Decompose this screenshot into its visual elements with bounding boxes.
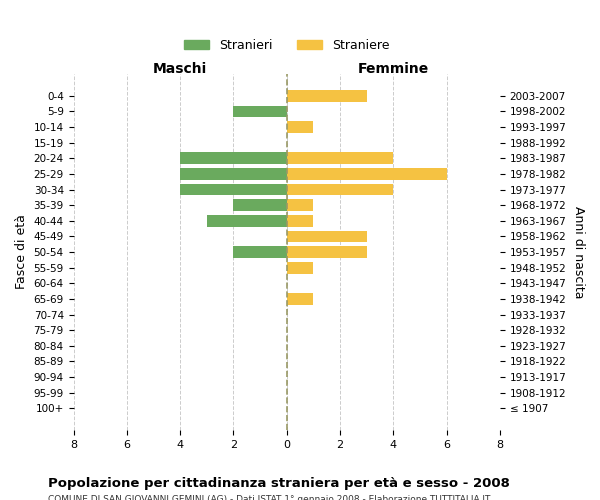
Bar bbox=[180, 184, 287, 196]
Bar bbox=[233, 200, 287, 211]
Bar bbox=[287, 246, 367, 258]
Bar bbox=[287, 184, 394, 196]
Text: Femmine: Femmine bbox=[358, 62, 429, 76]
Bar bbox=[287, 152, 394, 164]
Bar bbox=[287, 200, 313, 211]
Legend: Stranieri, Straniere: Stranieri, Straniere bbox=[179, 34, 395, 56]
Text: Maschi: Maschi bbox=[153, 62, 207, 76]
Bar bbox=[180, 168, 287, 180]
Y-axis label: Fasce di età: Fasce di età bbox=[15, 214, 28, 290]
Bar bbox=[287, 168, 446, 180]
Bar bbox=[287, 121, 313, 133]
Bar bbox=[233, 106, 287, 118]
Y-axis label: Anni di nascita: Anni di nascita bbox=[572, 206, 585, 298]
Text: Popolazione per cittadinanza straniera per età e sesso - 2008: Popolazione per cittadinanza straniera p… bbox=[48, 478, 510, 490]
Bar bbox=[233, 246, 287, 258]
Bar bbox=[287, 90, 367, 102]
Bar bbox=[287, 230, 367, 242]
Bar bbox=[287, 262, 313, 274]
Bar bbox=[287, 215, 313, 226]
Bar bbox=[207, 215, 287, 226]
Bar bbox=[287, 293, 313, 304]
Text: COMUNE DI SAN GIOVANNI GEMINI (AG) - Dati ISTAT 1° gennaio 2008 - Elaborazione T: COMUNE DI SAN GIOVANNI GEMINI (AG) - Dat… bbox=[48, 495, 490, 500]
Bar bbox=[180, 152, 287, 164]
